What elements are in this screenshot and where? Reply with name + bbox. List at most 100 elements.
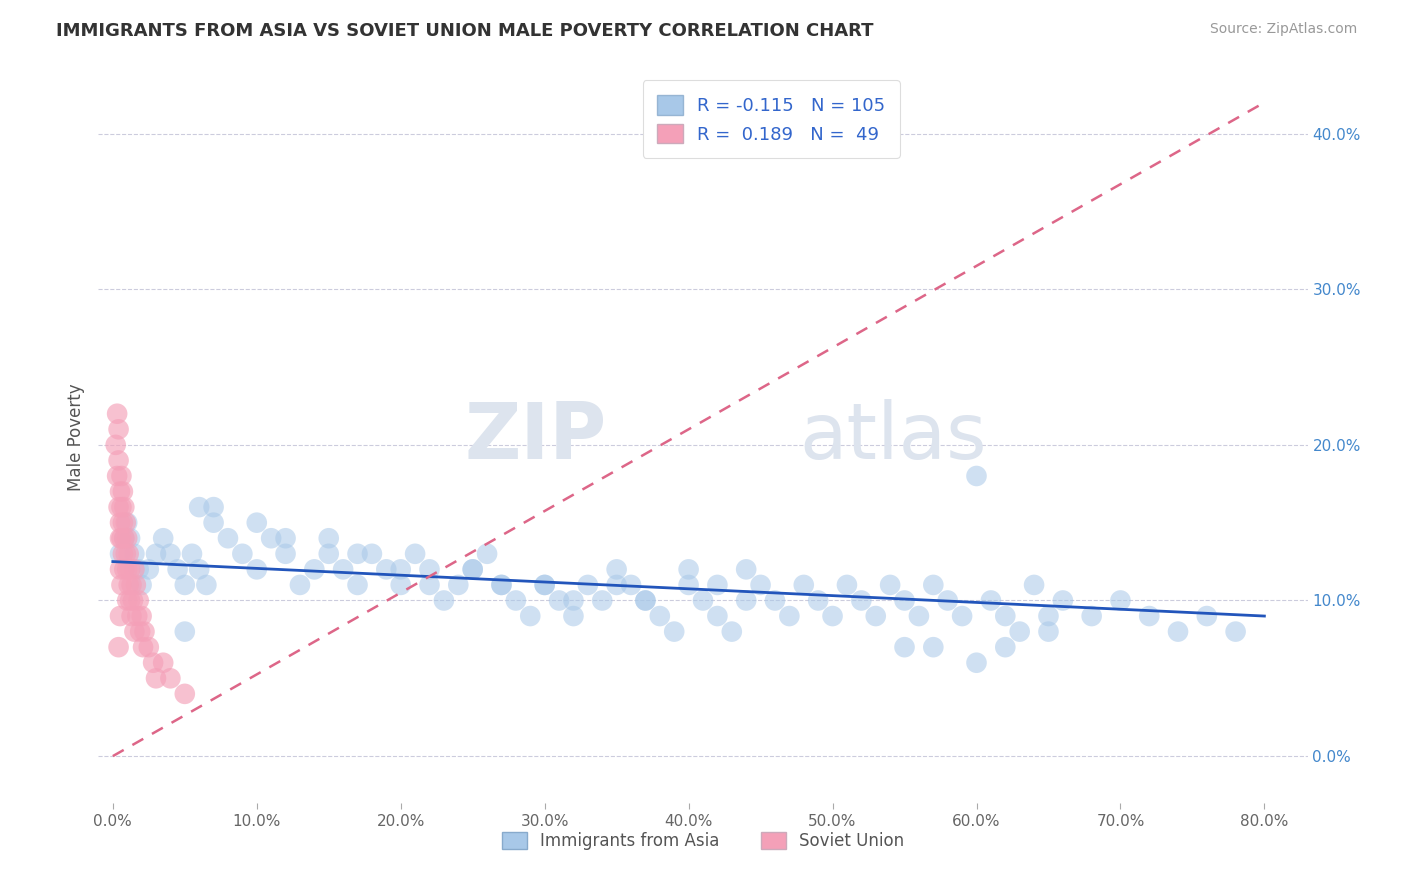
Point	[112, 562, 135, 576]
Point	[1038, 624, 1060, 639]
Point	[922, 578, 945, 592]
Point	[332, 562, 354, 576]
Point	[202, 516, 225, 530]
Point	[112, 531, 135, 545]
Point	[121, 609, 143, 624]
Point	[562, 593, 585, 607]
Point	[606, 562, 628, 576]
Point	[491, 578, 513, 592]
Point	[1195, 609, 1218, 624]
Point	[115, 516, 138, 530]
Point	[118, 547, 141, 561]
Point	[389, 578, 412, 592]
Point	[152, 656, 174, 670]
Point	[159, 671, 181, 685]
Text: Source: ZipAtlas.com: Source: ZipAtlas.com	[1209, 22, 1357, 37]
Point	[122, 593, 145, 607]
Point	[807, 593, 830, 607]
Point	[461, 562, 484, 576]
Point	[145, 671, 167, 685]
Point	[893, 640, 915, 655]
Point	[980, 593, 1002, 607]
Point	[181, 547, 204, 561]
Point	[173, 578, 195, 592]
Point	[138, 640, 160, 655]
Point	[105, 407, 128, 421]
Point	[447, 578, 470, 592]
Point	[104, 438, 127, 452]
Legend: Immigrants from Asia, Soviet Union: Immigrants from Asia, Soviet Union	[495, 825, 911, 856]
Point	[108, 609, 131, 624]
Point	[346, 547, 368, 561]
Point	[865, 609, 887, 624]
Point	[505, 593, 527, 607]
Point	[634, 593, 657, 607]
Point	[173, 624, 195, 639]
Point	[533, 578, 555, 592]
Point	[152, 531, 174, 545]
Point	[433, 593, 456, 607]
Text: IMMIGRANTS FROM ASIA VS SOVIET UNION MALE POVERTY CORRELATION CHART: IMMIGRANTS FROM ASIA VS SOVIET UNION MAL…	[56, 22, 873, 40]
Point	[111, 484, 134, 499]
Point	[108, 562, 131, 576]
Point	[994, 609, 1017, 624]
Point	[404, 547, 426, 561]
Point	[749, 578, 772, 592]
Point	[111, 547, 134, 561]
Point	[548, 593, 571, 607]
Point	[678, 578, 700, 592]
Point	[110, 531, 132, 545]
Point	[966, 656, 988, 670]
Point	[879, 578, 901, 592]
Point	[107, 640, 129, 655]
Point	[821, 609, 844, 624]
Point	[110, 578, 132, 592]
Point	[793, 578, 815, 592]
Point	[1225, 624, 1247, 639]
Point	[128, 562, 150, 576]
Point	[173, 687, 195, 701]
Point	[138, 562, 160, 576]
Point	[202, 500, 225, 515]
Point	[1167, 624, 1189, 639]
Point	[105, 469, 128, 483]
Point	[127, 609, 149, 624]
Point	[533, 578, 555, 592]
Point	[304, 562, 326, 576]
Point	[129, 624, 152, 639]
Point	[706, 578, 728, 592]
Point	[134, 624, 156, 639]
Point	[389, 562, 412, 576]
Point	[131, 578, 153, 592]
Point	[124, 547, 146, 561]
Point	[128, 593, 150, 607]
Point	[318, 547, 340, 561]
Point	[706, 609, 728, 624]
Point	[188, 562, 211, 576]
Point	[778, 609, 800, 624]
Point	[1038, 609, 1060, 624]
Point	[246, 516, 269, 530]
Point	[107, 453, 129, 467]
Point	[217, 531, 239, 545]
Point	[763, 593, 786, 607]
Point	[936, 593, 959, 607]
Point	[107, 500, 129, 515]
Point	[318, 531, 340, 545]
Point	[108, 547, 131, 561]
Point	[231, 547, 253, 561]
Point	[606, 578, 628, 592]
Point	[678, 562, 700, 576]
Point	[562, 609, 585, 624]
Point	[274, 531, 297, 545]
Point	[994, 640, 1017, 655]
Point	[1109, 593, 1132, 607]
Point	[491, 578, 513, 592]
Point	[634, 593, 657, 607]
Point	[1137, 609, 1160, 624]
Point	[966, 469, 988, 483]
Point	[108, 516, 131, 530]
Point	[418, 562, 440, 576]
Point	[648, 609, 671, 624]
Y-axis label: Male Poverty: Male Poverty	[67, 384, 86, 491]
